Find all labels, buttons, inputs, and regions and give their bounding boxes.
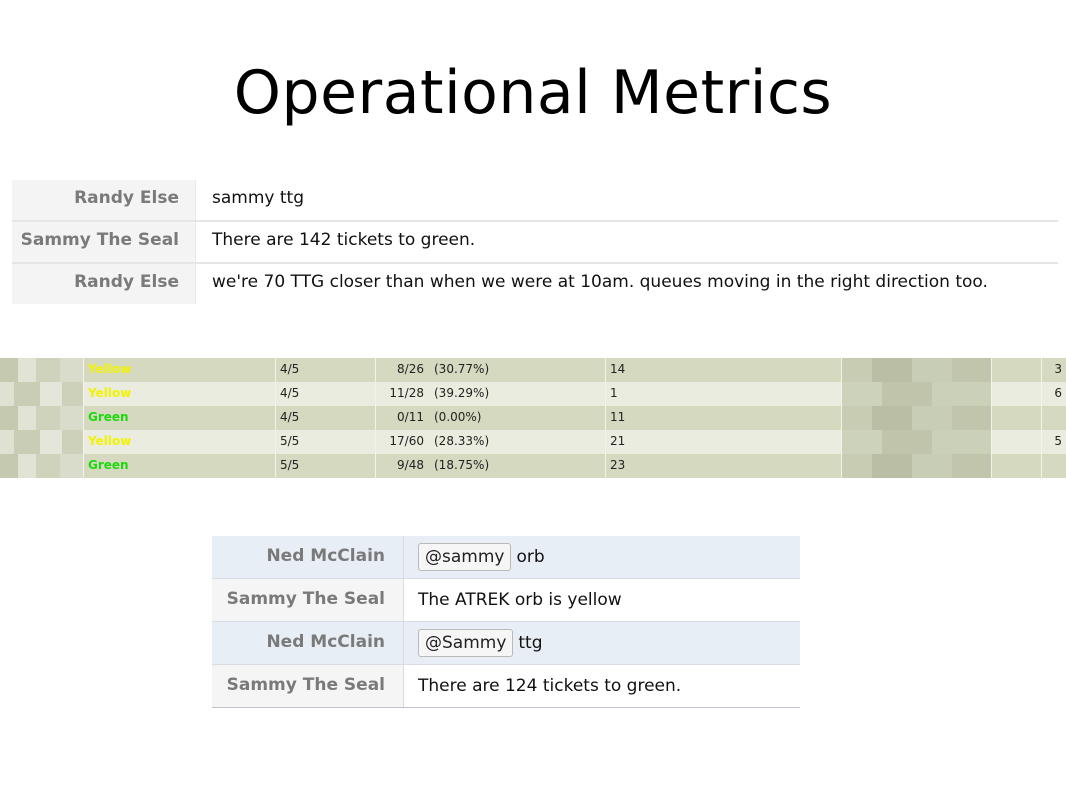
count-cell: 23 bbox=[606, 454, 842, 478]
status-cell: Yellow bbox=[84, 358, 276, 382]
empty-cell bbox=[992, 430, 1042, 454]
redacted-cell bbox=[842, 454, 992, 478]
last-cell bbox=[1042, 454, 1066, 478]
redacted-cell bbox=[0, 454, 84, 478]
chat-message: @Sammy ttg bbox=[404, 622, 800, 664]
chat-message-text: ttg bbox=[518, 633, 543, 653]
chat-message: @sammy orb bbox=[404, 536, 800, 578]
chat-message-text: The ATREK orb is yellow bbox=[418, 590, 622, 610]
slide-title: Operational Metrics bbox=[233, 58, 833, 128]
chat-message: The ATREK orb is yellow bbox=[404, 579, 800, 621]
redacted-cell bbox=[842, 406, 992, 430]
redacted-cell bbox=[0, 430, 84, 454]
chat-row: Ned McClain @sammy orb bbox=[212, 536, 800, 579]
last-cell: 5 bbox=[1054, 434, 1062, 448]
chat-log-2: Ned McClain @sammy orb Sammy The Seal Th… bbox=[212, 536, 800, 708]
fraction-cell: 9/48 bbox=[397, 458, 424, 472]
chat-log-1: Randy Else sammy ttg Sammy The Seal Ther… bbox=[12, 180, 1058, 304]
percent-cell: (0.00%) bbox=[430, 406, 606, 430]
count-cell: 1 bbox=[606, 382, 842, 406]
chat-message: we're 70 TTG closer than when we were at… bbox=[212, 272, 988, 292]
fraction-cell: 17/60 bbox=[389, 434, 424, 448]
count-cell: 11 bbox=[606, 406, 842, 430]
percent-cell: (39.29%) bbox=[430, 382, 606, 406]
percent-cell: (30.77%) bbox=[430, 358, 606, 382]
last-cell bbox=[1042, 406, 1066, 430]
redacted-cell bbox=[842, 430, 992, 454]
status-cell: Yellow bbox=[84, 430, 276, 454]
count-cell: 21 bbox=[606, 430, 842, 454]
redacted-cell bbox=[0, 358, 84, 382]
chat-message-text: There are 124 tickets to green. bbox=[418, 676, 682, 696]
chat-message: There are 142 tickets to green. bbox=[212, 230, 476, 250]
status-table: Yellow 4/5 8/26 (30.77%) 14 3 Yellow 4/5… bbox=[0, 358, 1066, 478]
table-row: Green 5/5 9/48 (18.75%) 23 bbox=[0, 454, 1066, 478]
fraction-cell: 8/26 bbox=[397, 362, 424, 376]
chat-row: Sammy The Seal There are 142 tickets to … bbox=[12, 222, 1058, 264]
chat-sender: Ned McClain bbox=[212, 622, 404, 664]
last-cell: 6 bbox=[1054, 386, 1062, 400]
mention-tag[interactable]: @Sammy bbox=[418, 629, 514, 657]
percent-cell: (18.75%) bbox=[430, 454, 606, 478]
percent-cell: (28.33%) bbox=[430, 430, 606, 454]
redacted-cell bbox=[842, 358, 992, 382]
chat-sender: Randy Else bbox=[12, 264, 196, 304]
redacted-cell bbox=[842, 382, 992, 406]
table-row: Green 4/5 0/11 (0.00%) 11 bbox=[0, 406, 1066, 430]
fraction-cell: 11/28 bbox=[389, 386, 424, 400]
chat-row: Randy Else we're 70 TTG closer than when… bbox=[12, 264, 1058, 304]
chat-row: Ned McClain @Sammy ttg bbox=[212, 622, 800, 665]
score-cell: 5/5 bbox=[276, 454, 376, 478]
last-cell: 3 bbox=[1054, 362, 1062, 376]
empty-cell bbox=[992, 382, 1042, 406]
chat-sender: Sammy The Seal bbox=[12, 222, 196, 262]
empty-cell bbox=[992, 454, 1042, 478]
chat-row: Sammy The Seal The ATREK orb is yellow bbox=[212, 579, 800, 622]
count-cell: 14 bbox=[606, 358, 842, 382]
fraction-cell: 0/11 bbox=[397, 410, 424, 424]
chat-sender: Randy Else bbox=[12, 180, 196, 220]
chat-sender: Ned McClain bbox=[212, 536, 404, 578]
status-cell: Yellow bbox=[84, 382, 276, 406]
empty-cell bbox=[992, 406, 1042, 430]
chat-row: Randy Else sammy ttg bbox=[12, 180, 1058, 222]
table-row: Yellow 5/5 17/60 (28.33%) 21 5 bbox=[0, 430, 1066, 454]
score-cell: 4/5 bbox=[276, 406, 376, 430]
chat-message: There are 124 tickets to green. bbox=[404, 665, 800, 707]
mention-tag[interactable]: @sammy bbox=[418, 543, 512, 571]
chat-message-text: orb bbox=[516, 547, 545, 567]
chat-sender: Sammy The Seal bbox=[212, 579, 404, 621]
status-cell: Green bbox=[84, 406, 276, 430]
redacted-cell bbox=[0, 406, 84, 430]
chat-message: sammy ttg bbox=[212, 188, 304, 208]
chat-row: Sammy The Seal There are 124 tickets to … bbox=[212, 665, 800, 707]
table-row: Yellow 4/5 11/28 (39.29%) 1 6 bbox=[0, 382, 1066, 406]
status-cell: Green bbox=[84, 454, 276, 478]
score-cell: 4/5 bbox=[276, 358, 376, 382]
table-row: Yellow 4/5 8/26 (30.77%) 14 3 bbox=[0, 358, 1066, 382]
score-cell: 4/5 bbox=[276, 382, 376, 406]
chat-sender: Sammy The Seal bbox=[212, 665, 404, 707]
empty-cell bbox=[992, 358, 1042, 382]
score-cell: 5/5 bbox=[276, 430, 376, 454]
redacted-cell bbox=[0, 382, 84, 406]
